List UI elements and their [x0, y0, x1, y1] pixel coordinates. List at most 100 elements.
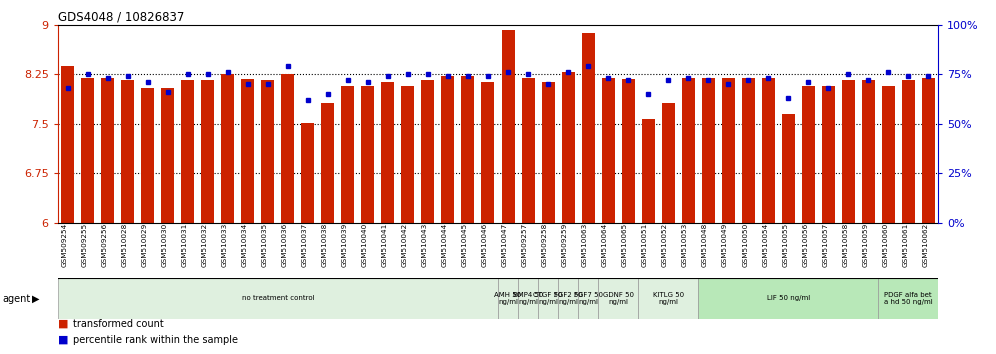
Bar	[681, 78, 694, 223]
Text: GSM510037: GSM510037	[302, 222, 308, 267]
Text: FGF2 50
ng/ml: FGF2 50 ng/ml	[554, 292, 583, 305]
Bar	[638, 278, 698, 319]
Text: GSM510058: GSM510058	[843, 222, 849, 267]
Bar	[578, 278, 598, 319]
Text: GSM510032: GSM510032	[202, 222, 208, 267]
Text: GSM510044: GSM510044	[442, 222, 448, 267]
Bar	[58, 278, 498, 319]
Text: GSM509258: GSM509258	[542, 222, 548, 267]
Text: GSM510045: GSM510045	[462, 222, 468, 267]
Bar	[742, 78, 755, 223]
Bar	[141, 87, 154, 223]
Text: GDNF 50
ng/ml: GDNF 50 ng/ml	[603, 292, 633, 305]
Text: GSM509259: GSM509259	[562, 222, 568, 267]
Bar	[161, 87, 174, 223]
Bar	[562, 72, 575, 223]
Text: CTGF 50
ng/ml: CTGF 50 ng/ml	[533, 292, 563, 305]
Text: GSM510063: GSM510063	[582, 222, 588, 267]
Text: GSM510047: GSM510047	[502, 222, 508, 267]
Bar	[602, 78, 615, 223]
Text: percentile rank within the sample: percentile rank within the sample	[73, 335, 238, 345]
Bar	[322, 103, 335, 223]
Text: FGF7 50
ng/ml: FGF7 50 ng/ml	[574, 292, 603, 305]
Bar	[782, 114, 795, 223]
Text: GSM510031: GSM510031	[182, 222, 188, 267]
Bar	[878, 278, 938, 319]
Text: GSM510048: GSM510048	[702, 222, 708, 267]
Text: GSM509256: GSM509256	[102, 222, 108, 267]
Text: GSM510065: GSM510065	[622, 222, 628, 267]
Text: GSM510060: GSM510060	[882, 222, 888, 267]
Bar	[302, 122, 315, 223]
Text: GSM510041: GSM510041	[381, 222, 388, 267]
Bar	[802, 86, 815, 223]
Text: BMP4 50
ng/ml: BMP4 50 ng/ml	[513, 292, 543, 305]
Bar	[102, 78, 115, 223]
Text: GSM510062: GSM510062	[922, 222, 928, 267]
Text: GSM510035: GSM510035	[262, 222, 268, 267]
Text: GSM510056: GSM510056	[802, 222, 808, 267]
Bar	[421, 80, 434, 223]
Bar	[622, 79, 634, 223]
Bar	[842, 80, 855, 223]
Text: GSM510042: GSM510042	[402, 222, 408, 267]
Text: transformed count: transformed count	[73, 319, 163, 329]
Bar	[518, 278, 538, 319]
Bar	[921, 78, 934, 223]
Text: GSM510051: GSM510051	[642, 222, 648, 267]
Text: LIF 50 ng/ml: LIF 50 ng/ml	[767, 295, 810, 301]
Text: ■: ■	[58, 319, 69, 329]
Text: GSM510052: GSM510052	[662, 222, 668, 267]
Bar	[282, 74, 295, 223]
Bar	[881, 86, 894, 223]
Bar	[342, 86, 355, 223]
Text: GSM510029: GSM510029	[141, 222, 147, 267]
Text: GSM509255: GSM509255	[82, 222, 88, 267]
Bar	[582, 33, 595, 223]
Bar	[502, 30, 515, 223]
Text: KITLG 50
ng/ml: KITLG 50 ng/ml	[652, 292, 683, 305]
Bar	[401, 86, 414, 223]
Text: PDGF alfa bet
a hd 50 ng/ml: PDGF alfa bet a hd 50 ng/ml	[883, 292, 932, 305]
Text: GSM509254: GSM509254	[62, 222, 68, 267]
Text: GSM510055: GSM510055	[782, 222, 788, 267]
Bar	[522, 78, 535, 223]
Text: GSM510033: GSM510033	[222, 222, 228, 267]
Bar	[441, 76, 454, 223]
Text: GSM510028: GSM510028	[122, 222, 127, 267]
Bar	[558, 278, 578, 319]
Text: GSM510049: GSM510049	[722, 222, 728, 267]
Text: agent: agent	[2, 294, 30, 304]
Bar	[538, 278, 558, 319]
Bar	[722, 78, 735, 223]
Text: GSM510053: GSM510053	[682, 222, 688, 267]
Text: GSM510039: GSM510039	[342, 222, 348, 267]
Text: GSM510057: GSM510057	[822, 222, 829, 267]
Bar	[901, 80, 914, 223]
Text: GSM510050: GSM510050	[742, 222, 748, 267]
Bar	[181, 80, 194, 223]
Bar	[362, 86, 374, 223]
Text: GSM510030: GSM510030	[161, 222, 167, 267]
Bar	[481, 82, 494, 223]
Text: GSM510054: GSM510054	[762, 222, 768, 267]
Text: GSM510040: GSM510040	[362, 222, 368, 267]
Text: no treatment control: no treatment control	[242, 295, 314, 301]
Text: AMH 50
ng/ml: AMH 50 ng/ml	[494, 292, 522, 305]
Text: GSM510043: GSM510043	[422, 222, 428, 267]
Text: GSM509257: GSM509257	[522, 222, 528, 267]
Bar	[241, 79, 254, 223]
Text: GSM510046: GSM510046	[482, 222, 488, 267]
Bar	[641, 119, 654, 223]
Bar	[862, 80, 874, 223]
Bar	[542, 82, 555, 223]
Text: GDS4048 / 10826837: GDS4048 / 10826837	[58, 11, 184, 24]
Text: GSM510064: GSM510064	[602, 222, 608, 267]
Bar	[461, 76, 474, 223]
Bar	[498, 278, 518, 319]
Bar	[82, 78, 95, 223]
Text: ■: ■	[58, 335, 69, 345]
Text: GSM510061: GSM510061	[902, 222, 908, 267]
Text: ▶: ▶	[32, 294, 40, 304]
Bar	[762, 78, 775, 223]
